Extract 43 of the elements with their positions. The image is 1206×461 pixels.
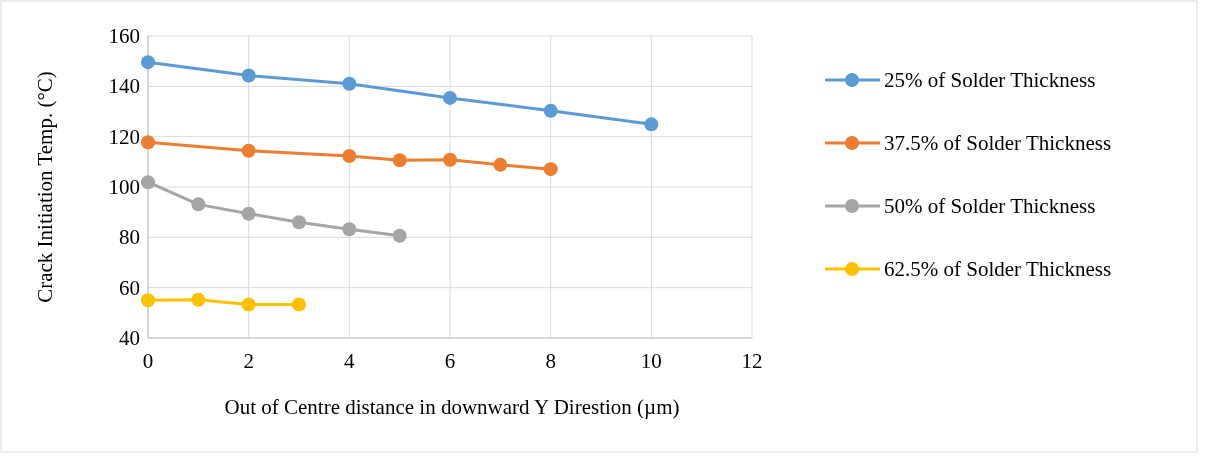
point (141, 55, 155, 70)
x-tick-label: 6 (444, 349, 456, 373)
point (543, 162, 558, 177)
y-tick-label: 60 (119, 275, 140, 300)
x-tick-label: 4 (344, 349, 356, 373)
x-tick-label: 2 (243, 349, 254, 373)
point (443, 152, 457, 167)
legend-label: 50% of Solder Thickness (884, 194, 1096, 218)
point (141, 135, 155, 150)
point (292, 297, 306, 312)
y-tick-label: 120 (108, 124, 140, 149)
point (292, 215, 306, 230)
y-axis-title: Crack Initiation Temp. (°C) (33, 71, 57, 303)
point (342, 149, 357, 164)
point (342, 76, 357, 91)
point (241, 68, 256, 83)
legend-label: 25% of Solder Thickness (884, 68, 1096, 92)
point (443, 90, 457, 105)
legend-label: 62.5% of Solder Thickness (884, 257, 1112, 281)
y-tick-label: 100 (108, 175, 140, 199)
point (392, 228, 407, 243)
x-tick-label: 0 (142, 349, 154, 373)
x-tick-label: 8 (545, 349, 556, 373)
y-tick-label: 40 (119, 326, 140, 350)
y-tick-label: 160 (108, 24, 140, 48)
point (392, 153, 407, 168)
point (493, 157, 508, 172)
point (191, 197, 206, 212)
legend-label: 37.5% of Solder Thickness (884, 131, 1112, 155)
point (241, 206, 256, 221)
x-tick-label: 12 (741, 349, 763, 373)
x-axis-title: Out of Centre distance in downward Y Direstion (µm) (224, 395, 680, 419)
point (241, 297, 256, 312)
point (191, 292, 206, 307)
y-tick-label: 140 (108, 74, 140, 99)
point (141, 293, 155, 308)
point (241, 143, 256, 158)
point (141, 175, 155, 190)
point (342, 222, 357, 237)
y-tick-label: 80 (119, 225, 140, 250)
point (543, 103, 558, 118)
x-tick-label: 10 (640, 349, 662, 373)
point (644, 117, 659, 132)
